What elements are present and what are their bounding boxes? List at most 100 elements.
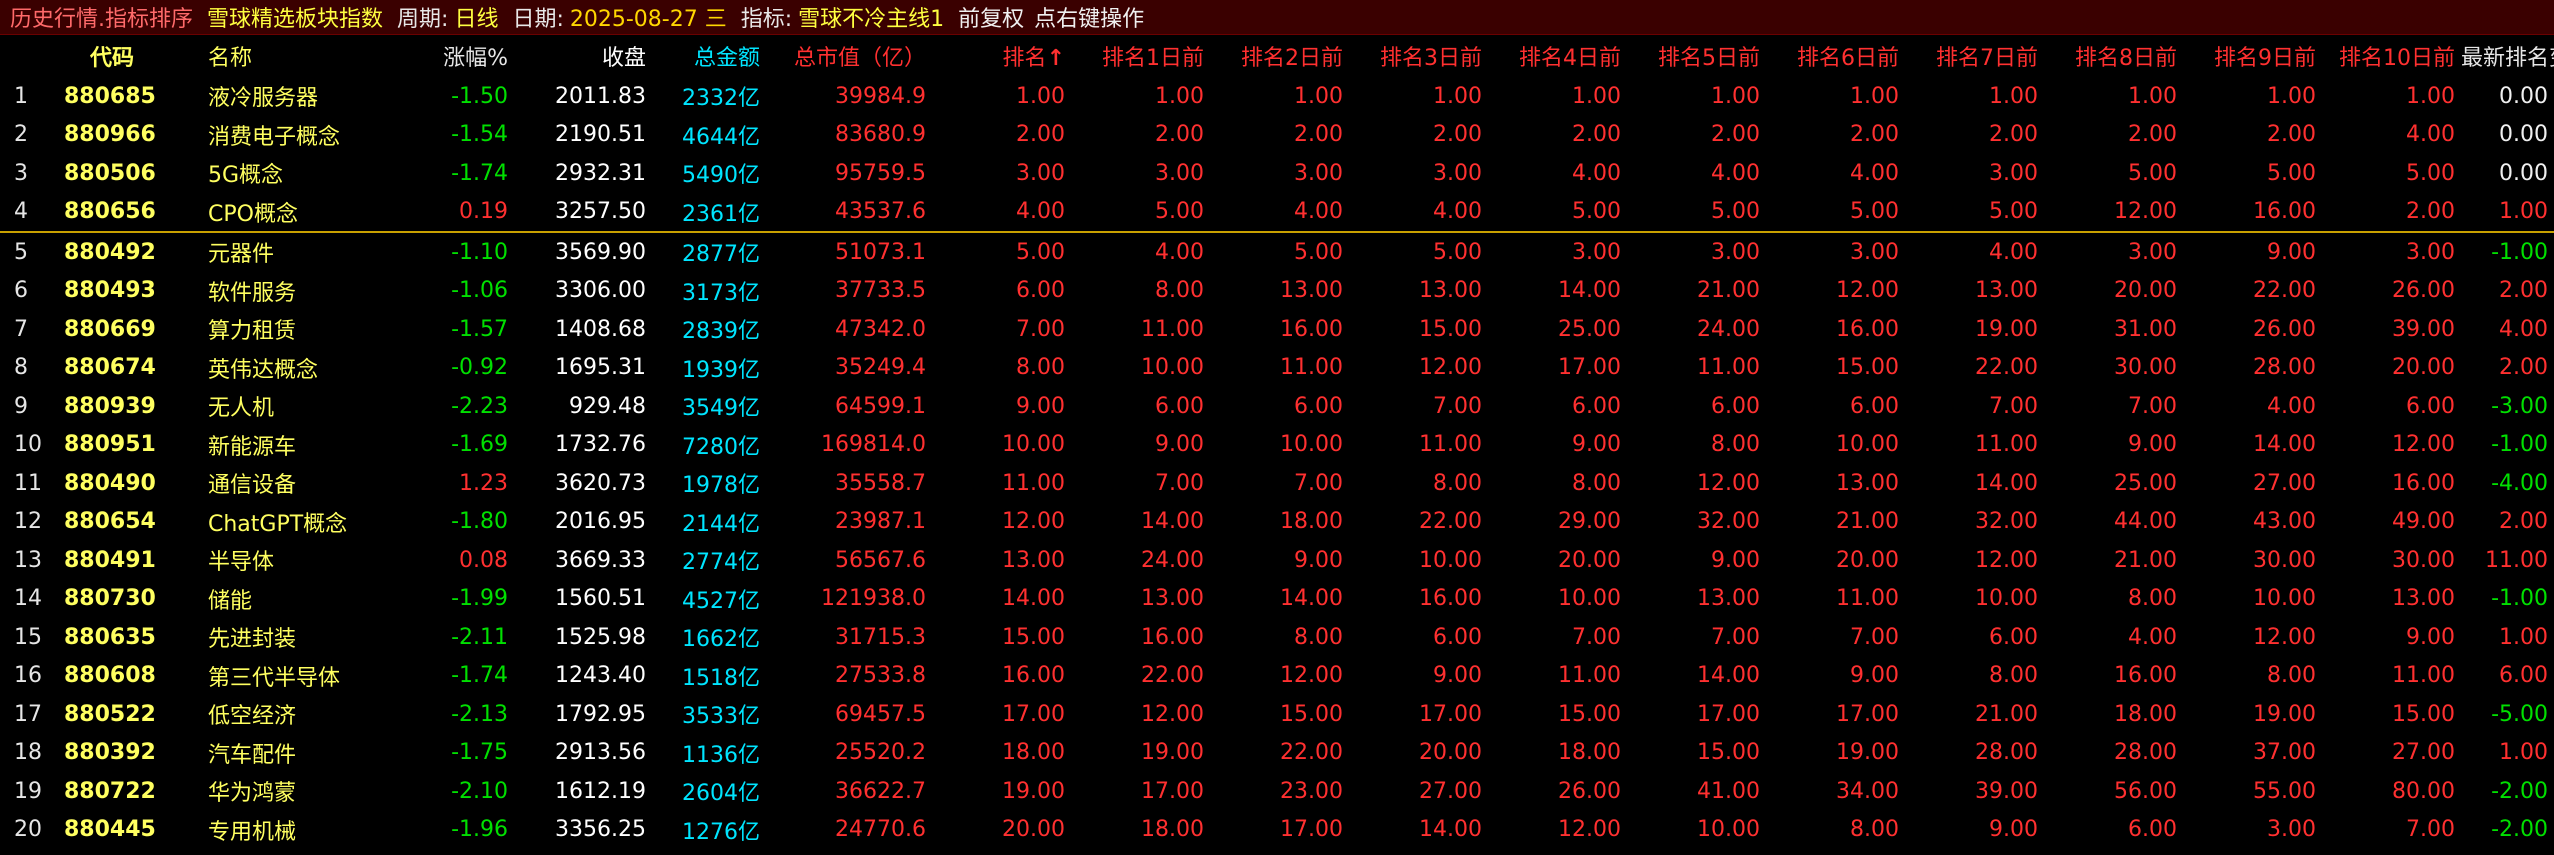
header-rank-9d[interactable]: 排名9日前 <box>2214 46 2316 71</box>
rank-2d: 6.00 <box>1294 393 1343 419</box>
total-amount: 4644亿 <box>682 124 760 150</box>
block-name-cell: CPO概念 <box>208 192 384 233</box>
market-cap: 31715.3 <box>835 624 926 650</box>
rank-3d: 15.00 <box>1419 316 1482 342</box>
rank-4d: 7.00 <box>1572 624 1621 650</box>
close-price: 1243.40 <box>555 663 646 689</box>
rank-3d: 20.00 <box>1419 740 1482 766</box>
rank-change: 2.00 <box>2499 278 2548 304</box>
rank-2d: 15.00 <box>1280 701 1343 727</box>
header-close[interactable]: 收盘 <box>601 46 646 71</box>
rank-9d: 3.00 <box>2267 817 2316 843</box>
rank-6d: 16.00 <box>1836 316 1899 342</box>
block-name[interactable]: 雪球精选板块指数 <box>207 7 384 32</box>
header-rank-3d[interactable]: 排名3日前 <box>1380 46 1482 71</box>
header-market-cap[interactable]: 总市值（亿） <box>793 46 926 71</box>
header-rank-2d[interactable]: 排名2日前 <box>1241 46 1343 71</box>
rank-4d: 17.00 <box>1558 355 1621 381</box>
table-row[interactable]: 20 880445 专用机械 -1.96 3356.25 1276亿 24770.6 20.0… <box>0 811 2554 850</box>
adjust-mode[interactable]: 前复权 <box>958 7 1025 32</box>
rank-change: -1.00 <box>2491 239 2548 265</box>
table-row[interactable]: 17 880522 低空经济 -2.13 1792.95 3533亿 69457.5 17.0… <box>0 695 2554 734</box>
rank-10d: 7.00 <box>2406 817 2455 843</box>
header-code[interactable]: 代码 <box>90 46 135 71</box>
block-name-cell: 专用机械 <box>208 819 297 845</box>
date-value[interactable]: 2025-08-27 三 <box>569 7 727 32</box>
rank-8d: 7.00 <box>2128 393 2177 419</box>
header-rank-8d[interactable]: 排名8日前 <box>2075 46 2177 71</box>
rank-5d: 32.00 <box>1697 509 1760 535</box>
rank-9d: 55.00 <box>2253 778 2316 804</box>
header-change[interactable]: 涨幅% <box>443 46 508 71</box>
rank-10d: 11.00 <box>2392 663 2455 689</box>
header-rank-5d[interactable]: 排名5日前 <box>1658 46 1760 71</box>
table-row[interactable]: 1 880685 液冷服务器 -1.50 2011.83 2332亿 39984.9 1.00… <box>0 77 2554 116</box>
rank-2d: 16.00 <box>1280 316 1343 342</box>
rank: 8.00 <box>1016 355 1065 381</box>
table-row[interactable]: 19 880722 华为鸿蒙 -2.10 1612.19 2604亿 36622.7 19.0… <box>0 772 2554 811</box>
rank-6d: 9.00 <box>1850 663 1899 689</box>
rank-7d: 6.00 <box>1989 624 2038 650</box>
header-rank-10d[interactable]: 排名10日前 <box>2339 46 2455 71</box>
row-index: 18 <box>14 740 42 766</box>
change-pct: -2.13 <box>451 701 508 727</box>
table-row[interactable]: 15 880635 先进封装 -2.11 1525.98 1662亿 31715.3 15.0… <box>0 618 2554 657</box>
rank-4d: 18.00 <box>1558 740 1621 766</box>
table-row[interactable]: 10 880951 新能源车 -1.69 1732.76 7280亿 169814.0 10.… <box>0 426 2554 465</box>
change-pct: -1.54 <box>451 122 508 148</box>
table-row[interactable]: 8 880674 英伟达概念 -0.92 1695.31 1939亿 35249.4 8.00… <box>0 349 2554 388</box>
header-rank-change[interactable]: 最新排名变动 <box>2461 46 2554 71</box>
header-name[interactable]: 名称 <box>208 46 253 71</box>
table-row[interactable]: 4 880656 CPO概念 0.19 3257.50 2361亿 43537.6 4.00 5… <box>0 192 2554 233</box>
rank-8d: 20.00 <box>2114 278 2177 304</box>
rank-6d: 2.00 <box>1850 122 1899 148</box>
rank-6d: 10.00 <box>1836 432 1899 458</box>
table-row[interactable]: 3 880506 5G概念 -1.74 2932.31 5490亿 95759.5 3.00 3… <box>0 154 2554 193</box>
rank-8d: 2.00 <box>2128 122 2177 148</box>
rank-4d: 4.00 <box>1572 160 1621 186</box>
sort-ascending-icon: ↑ <box>1046 46 1065 71</box>
rank-8d: 9.00 <box>2128 432 2177 458</box>
table-row[interactable]: 7 880669 算力租赁 -1.57 1408.68 2839亿 47342.0 7.00 1… <box>0 310 2554 349</box>
table-row[interactable]: 11 880490 通信设备 1.23 3620.73 1978亿 35558.7 11.00… <box>0 464 2554 503</box>
indicator-value[interactable]: 雪球不冷主线1 <box>798 7 945 32</box>
rank-4d: 14.00 <box>1558 278 1621 304</box>
rank-7d: 22.00 <box>1975 355 2038 381</box>
rank-8d: 30.00 <box>2114 355 2177 381</box>
header-rank-4d[interactable]: 排名4日前 <box>1519 46 1621 71</box>
block-name-cell: 元器件 <box>208 242 275 268</box>
rank-9d: 8.00 <box>2267 663 2316 689</box>
table-row[interactable]: 16 880608 第三代半导体 -1.74 1243.40 1518亿 27533.8 16… <box>0 657 2554 696</box>
header-rank-7d[interactable]: 排名7日前 <box>1936 46 2038 71</box>
change-pct: -1.50 <box>451 83 508 109</box>
row-index: 13 <box>14 547 42 573</box>
table-row[interactable]: 18 880392 汽车配件 -1.75 2913.56 1136亿 25520.2 18.0… <box>0 734 2554 773</box>
header-rank-1d[interactable]: 排名1日前 <box>1102 46 1204 71</box>
rank-10d: 20.00 <box>2392 355 2455 381</box>
table-row[interactable]: 13 880491 半导体 0.08 3669.33 2774亿 56567.6 13.00 2… <box>0 541 2554 580</box>
rank-3d: 12.00 <box>1419 355 1482 381</box>
rank-5d: 17.00 <box>1697 701 1760 727</box>
table-row[interactable]: 2 880966 消费电子概念 -1.54 2190.51 4644亿 83680.9 2.0… <box>0 116 2554 155</box>
table-row[interactable]: 9 880939 无人机 -2.23 929.48 3549亿 64599.1 9.00 6.0… <box>0 387 2554 426</box>
table-row[interactable]: 12 880654 ChatGPT概念 -1.80 2016.95 2144亿 23987.… <box>0 503 2554 542</box>
total-amount: 3549亿 <box>682 396 760 422</box>
view-path[interactable]: 历史行情.指标排序 <box>10 7 193 32</box>
block-code: 880493 <box>64 278 156 304</box>
total-amount: 1939亿 <box>682 357 760 383</box>
rank-1d: 10.00 <box>1141 355 1204 381</box>
table-row[interactable]: 5 880492 元器件 -1.10 3569.90 2877亿 51073.1 5.00 4.… <box>0 232 2554 272</box>
rank-7d: 12.00 <box>1975 547 2038 573</box>
block-code: 880656 <box>64 192 208 233</box>
rank-9d: 9.00 <box>2267 239 2316 265</box>
header-rank[interactable]: 排名↑ <box>932 35 1071 77</box>
rank-6d: 7.00 <box>1850 624 1899 650</box>
rank-3d: 7.00 <box>1433 393 1482 419</box>
header-rank-6d[interactable]: 排名6日前 <box>1797 46 1899 71</box>
header-amount[interactable]: 总金额 <box>693 46 760 71</box>
table-row[interactable]: 6 880493 软件服务 -1.06 3306.00 3173亿 37733.5 6.00 8… <box>0 272 2554 311</box>
table-row[interactable]: 14 880730 储能 -1.99 1560.51 4527亿 121938.0 14.00… <box>0 580 2554 619</box>
period-value[interactable]: 日线 <box>454 7 499 32</box>
change-pct: -1.80 <box>451 509 508 535</box>
rank-7d: 2.00 <box>1989 122 2038 148</box>
